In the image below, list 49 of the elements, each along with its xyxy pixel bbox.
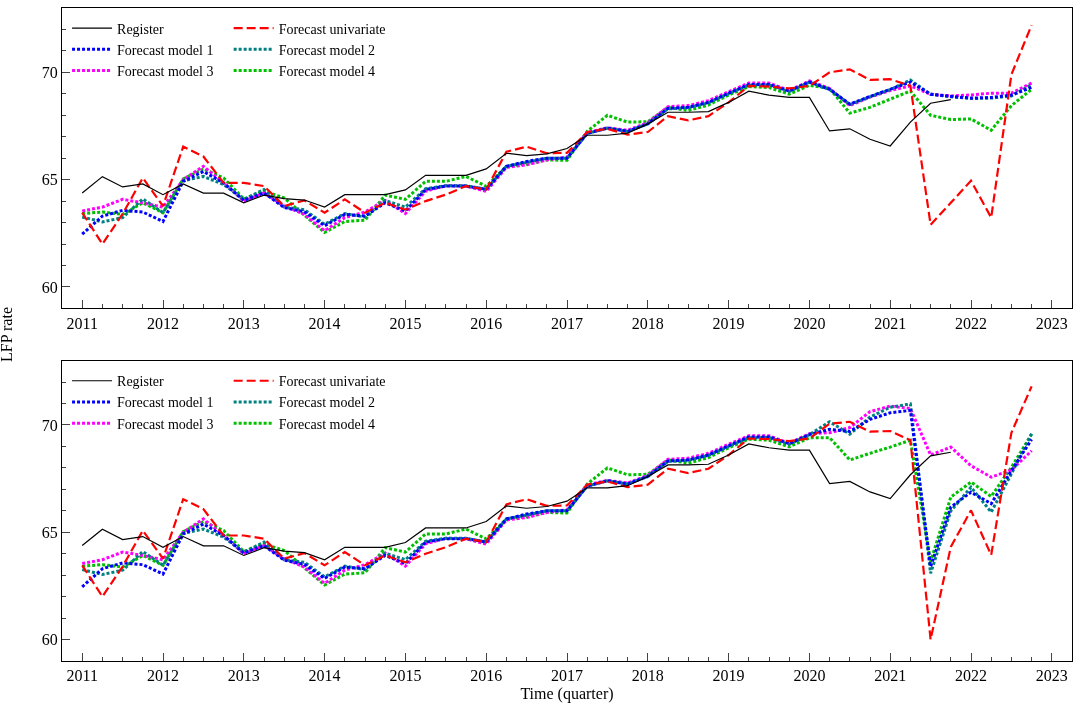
x-tick-label: 2017 — [551, 667, 583, 685]
line-series — [81, 90, 952, 208]
x-tick-label: 2023 — [1035, 314, 1068, 332]
x-tick-label: 2020 — [793, 314, 826, 332]
legend-label: Forecast model 3 — [117, 416, 214, 432]
x-tick-label: 2012 — [147, 667, 179, 685]
y-axis-title: LFP rate — [0, 307, 15, 362]
x-tick-label: 2011 — [66, 667, 98, 685]
x-tick-label: 2018 — [631, 314, 664, 332]
legend-label: Forecast model 4 — [278, 63, 376, 79]
legend-label: Forecast univariate — [278, 374, 386, 390]
x-tick-label: 2019 — [712, 314, 745, 332]
x-tick-label: 2016 — [470, 667, 503, 685]
x-tick-label: 2017 — [551, 314, 583, 332]
line-series — [81, 24, 1033, 246]
legend-label: Forecast model 1 — [117, 42, 214, 58]
x-tick-label: 2020 — [793, 667, 826, 685]
x-tick-label: 2023 — [1035, 667, 1068, 685]
legend-label: Forecast model 2 — [278, 42, 376, 58]
x-tick-label: 2021 — [874, 314, 907, 332]
x-tick-label: 2022 — [955, 314, 987, 332]
x-tick-label: 2015 — [389, 667, 422, 685]
legend-label: Forecast model 2 — [278, 395, 376, 411]
x-tick-label: 2012 — [147, 314, 179, 332]
line-series — [81, 443, 952, 561]
legend-label: Forecast model 3 — [117, 63, 214, 79]
x-tick-label: 2014 — [308, 667, 341, 685]
legend-label: Register — [117, 21, 165, 37]
legend-label: Forecast model 1 — [117, 395, 214, 411]
y-tick-label: 70 — [41, 63, 58, 81]
x-tick-label: 2018 — [631, 667, 664, 685]
x-tick-label: 2019 — [712, 667, 745, 685]
x-tick-label: 2022 — [955, 667, 987, 685]
y-tick-label: 60 — [41, 278, 58, 296]
y-tick-label: 60 — [41, 631, 58, 649]
legend-label: Register — [117, 374, 165, 390]
legend-label: Forecast model 4 — [278, 416, 376, 432]
x-tick-label: 2021 — [874, 667, 907, 685]
x-tick-label: 2011 — [66, 314, 98, 332]
x-tick-label: 2015 — [389, 314, 422, 332]
x-tick-label: 2016 — [470, 314, 503, 332]
x-axis-title: Time (quarter) — [520, 684, 614, 703]
legend-label: Forecast univariate — [278, 21, 386, 37]
x-tick-label: 2014 — [308, 314, 341, 332]
y-tick-label: 65 — [41, 523, 58, 541]
y-tick-label: 65 — [41, 171, 58, 189]
y-tick-label: 70 — [41, 416, 58, 434]
x-tick-label: 2013 — [227, 314, 260, 332]
x-tick-label: 2013 — [227, 667, 260, 685]
